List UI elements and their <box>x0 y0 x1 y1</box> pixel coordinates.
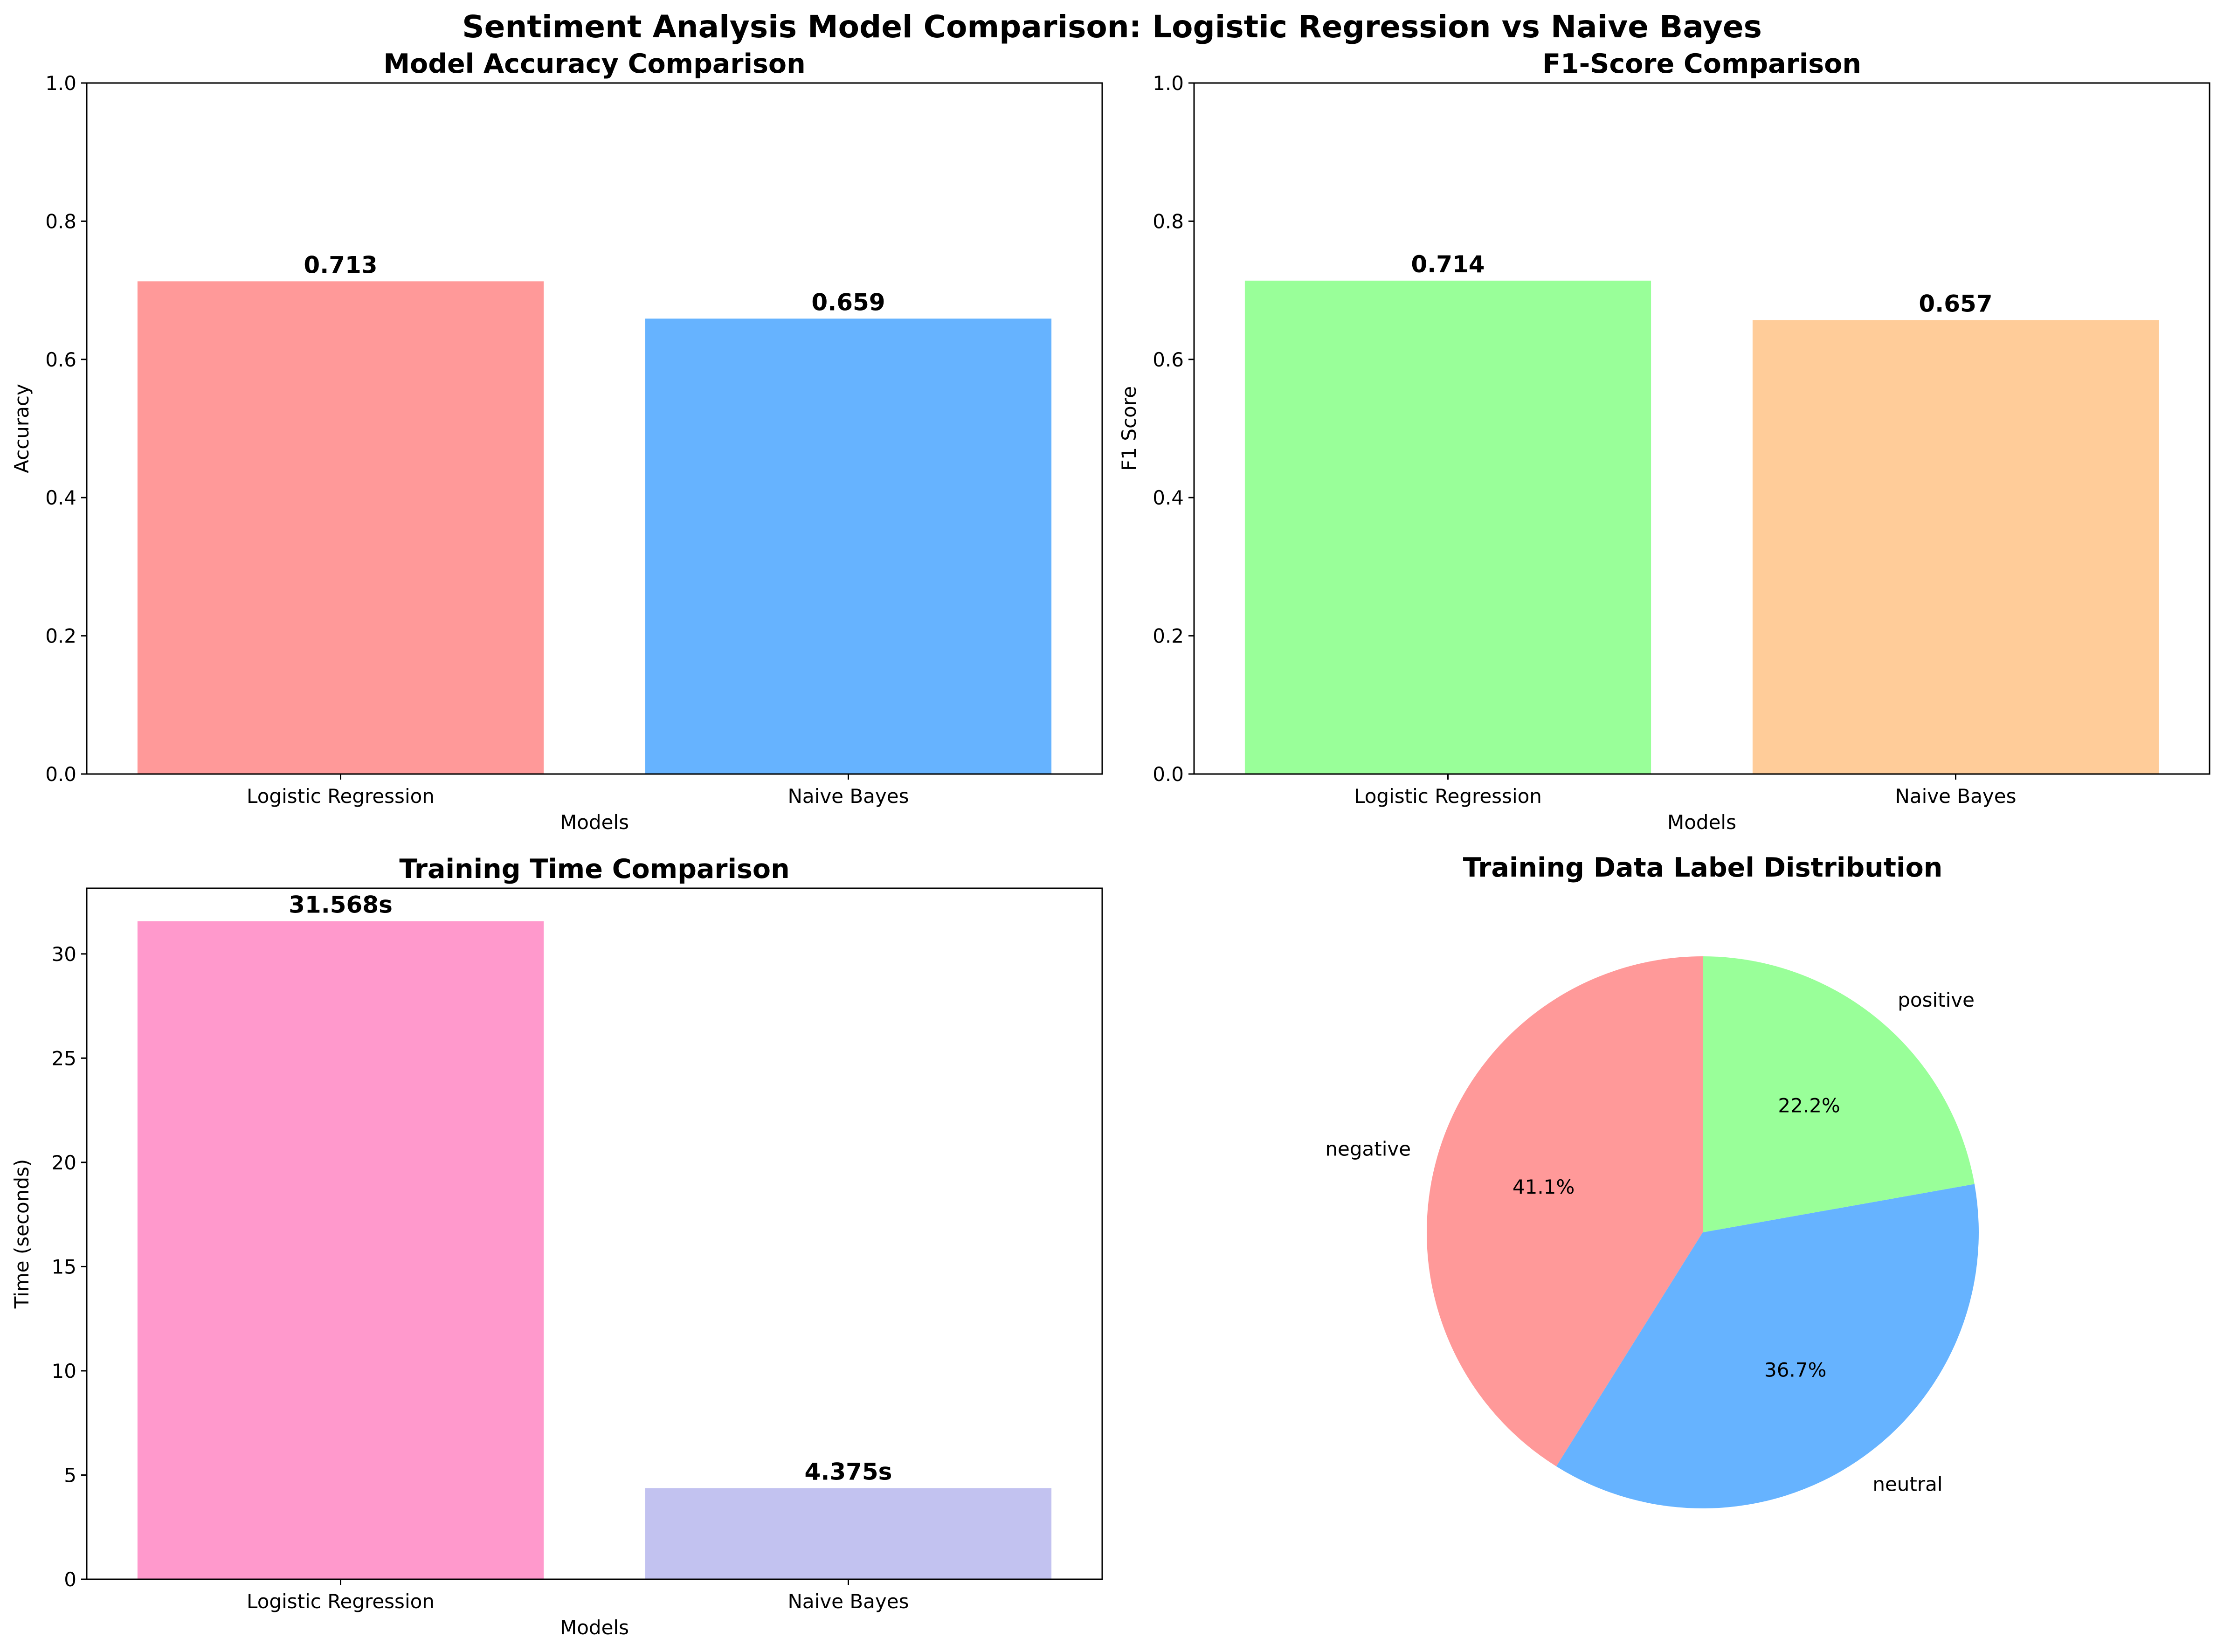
x-tick-label: Naive Bayes <box>788 1590 909 1613</box>
y-tick-label: 0.0 <box>1153 763 1184 786</box>
axes-frame <box>86 887 1103 1580</box>
pie-slice-label: positive <box>1898 988 1975 1011</box>
chart-title: Model Accuracy Comparison <box>383 48 805 79</box>
y-tick-label: 0.8 <box>1153 210 1184 233</box>
y-axis-label: Accuracy <box>10 384 33 473</box>
y-tick-label: 10 <box>52 1360 76 1382</box>
bar-value-label: 0.657 <box>1919 290 1992 317</box>
bar <box>645 318 1052 774</box>
bar <box>645 1488 1052 1579</box>
label-distribution-pie: negative 41.1% neutral 36.7% positive 22.2% Tr… <box>1325 852 1979 1509</box>
bar <box>1752 320 2159 774</box>
x-axis-label: Models <box>560 1616 629 1639</box>
bar-value-label: 0.659 <box>811 289 885 316</box>
y-tick-label: 1.0 <box>45 72 76 95</box>
pie-slice <box>1427 956 1703 1466</box>
y-tick-label: 0.6 <box>45 348 76 371</box>
x-tick-label: Logistic Regression <box>247 785 435 808</box>
f1-score-chart: 0.714 0.657 0.0 0.2 0.4 0.6 0.8 1.0 Logistic Reg… <box>1118 48 2210 834</box>
pie-pct-label: 22.2% <box>1778 1094 1840 1117</box>
x-axis-label: Models <box>560 811 629 834</box>
y-tick-label: 0.8 <box>45 210 76 233</box>
y-tick-label: 1.0 <box>1153 72 1184 95</box>
axes-frame <box>1193 82 2210 775</box>
pie-slice <box>1556 1184 1979 1509</box>
y-axis-label: F1 Score <box>1118 386 1140 471</box>
pie-slice <box>1703 956 1975 1232</box>
chart-title: F1-Score Comparison <box>1542 48 1861 79</box>
training-time-chart: 31.568s 4.375s 0 5 10 15 20 25 30 Logistic Regres… <box>10 854 1103 1639</box>
bar <box>1244 280 1651 774</box>
y-tick-label: 30 <box>52 943 76 966</box>
bar-value-label: 0.714 <box>1411 251 1485 278</box>
bar <box>137 281 544 774</box>
bar-value-label: 4.375s <box>805 1458 892 1485</box>
x-tick-label: Logistic Regression <box>1354 785 1542 808</box>
pie-pct-label: 41.1% <box>1513 1175 1575 1198</box>
y-axis-label: Time (seconds) <box>10 1159 33 1309</box>
y-tick-label: 0.4 <box>1153 486 1184 509</box>
pie-slice-label: negative <box>1325 1137 1411 1160</box>
y-tick-label: 5 <box>64 1464 76 1486</box>
accuracy-chart: 0.713 0.659 0.0 0.2 0.4 0.6 0.8 1.0 Logistic Reg… <box>10 48 1103 834</box>
x-tick-label: Naive Bayes <box>788 785 909 808</box>
y-tick-label: 20 <box>52 1151 76 1174</box>
y-tick-label: 0.2 <box>1153 625 1184 648</box>
y-tick-label: 25 <box>52 1047 76 1070</box>
pie-slice-label: neutral <box>1872 1473 1942 1496</box>
y-tick-label: 0.0 <box>45 763 76 786</box>
chart-title: Training Time Comparison <box>399 854 789 885</box>
bar <box>137 921 544 1579</box>
axes-frame <box>86 82 1103 775</box>
bar-value-label: 31.568s <box>289 892 393 919</box>
pie-pct-label: 36.7% <box>1764 1358 1826 1381</box>
y-tick-label: 0.4 <box>45 486 76 509</box>
x-axis-label: Models <box>1667 811 1736 834</box>
y-tick-label: 15 <box>52 1255 76 1278</box>
y-tick-label: 0.6 <box>1153 348 1184 371</box>
figure-suptitle: Sentiment Analysis Model Comparison: Log… <box>462 9 1762 45</box>
chart-title: Training Data Label Distribution <box>1463 852 1943 883</box>
y-tick-label: 0 <box>64 1568 76 1591</box>
x-tick-label: Naive Bayes <box>1895 785 2017 808</box>
bar-value-label: 0.713 <box>304 251 377 278</box>
y-tick-label: 0.2 <box>45 625 76 648</box>
x-tick-label: Logistic Regression <box>247 1590 435 1613</box>
